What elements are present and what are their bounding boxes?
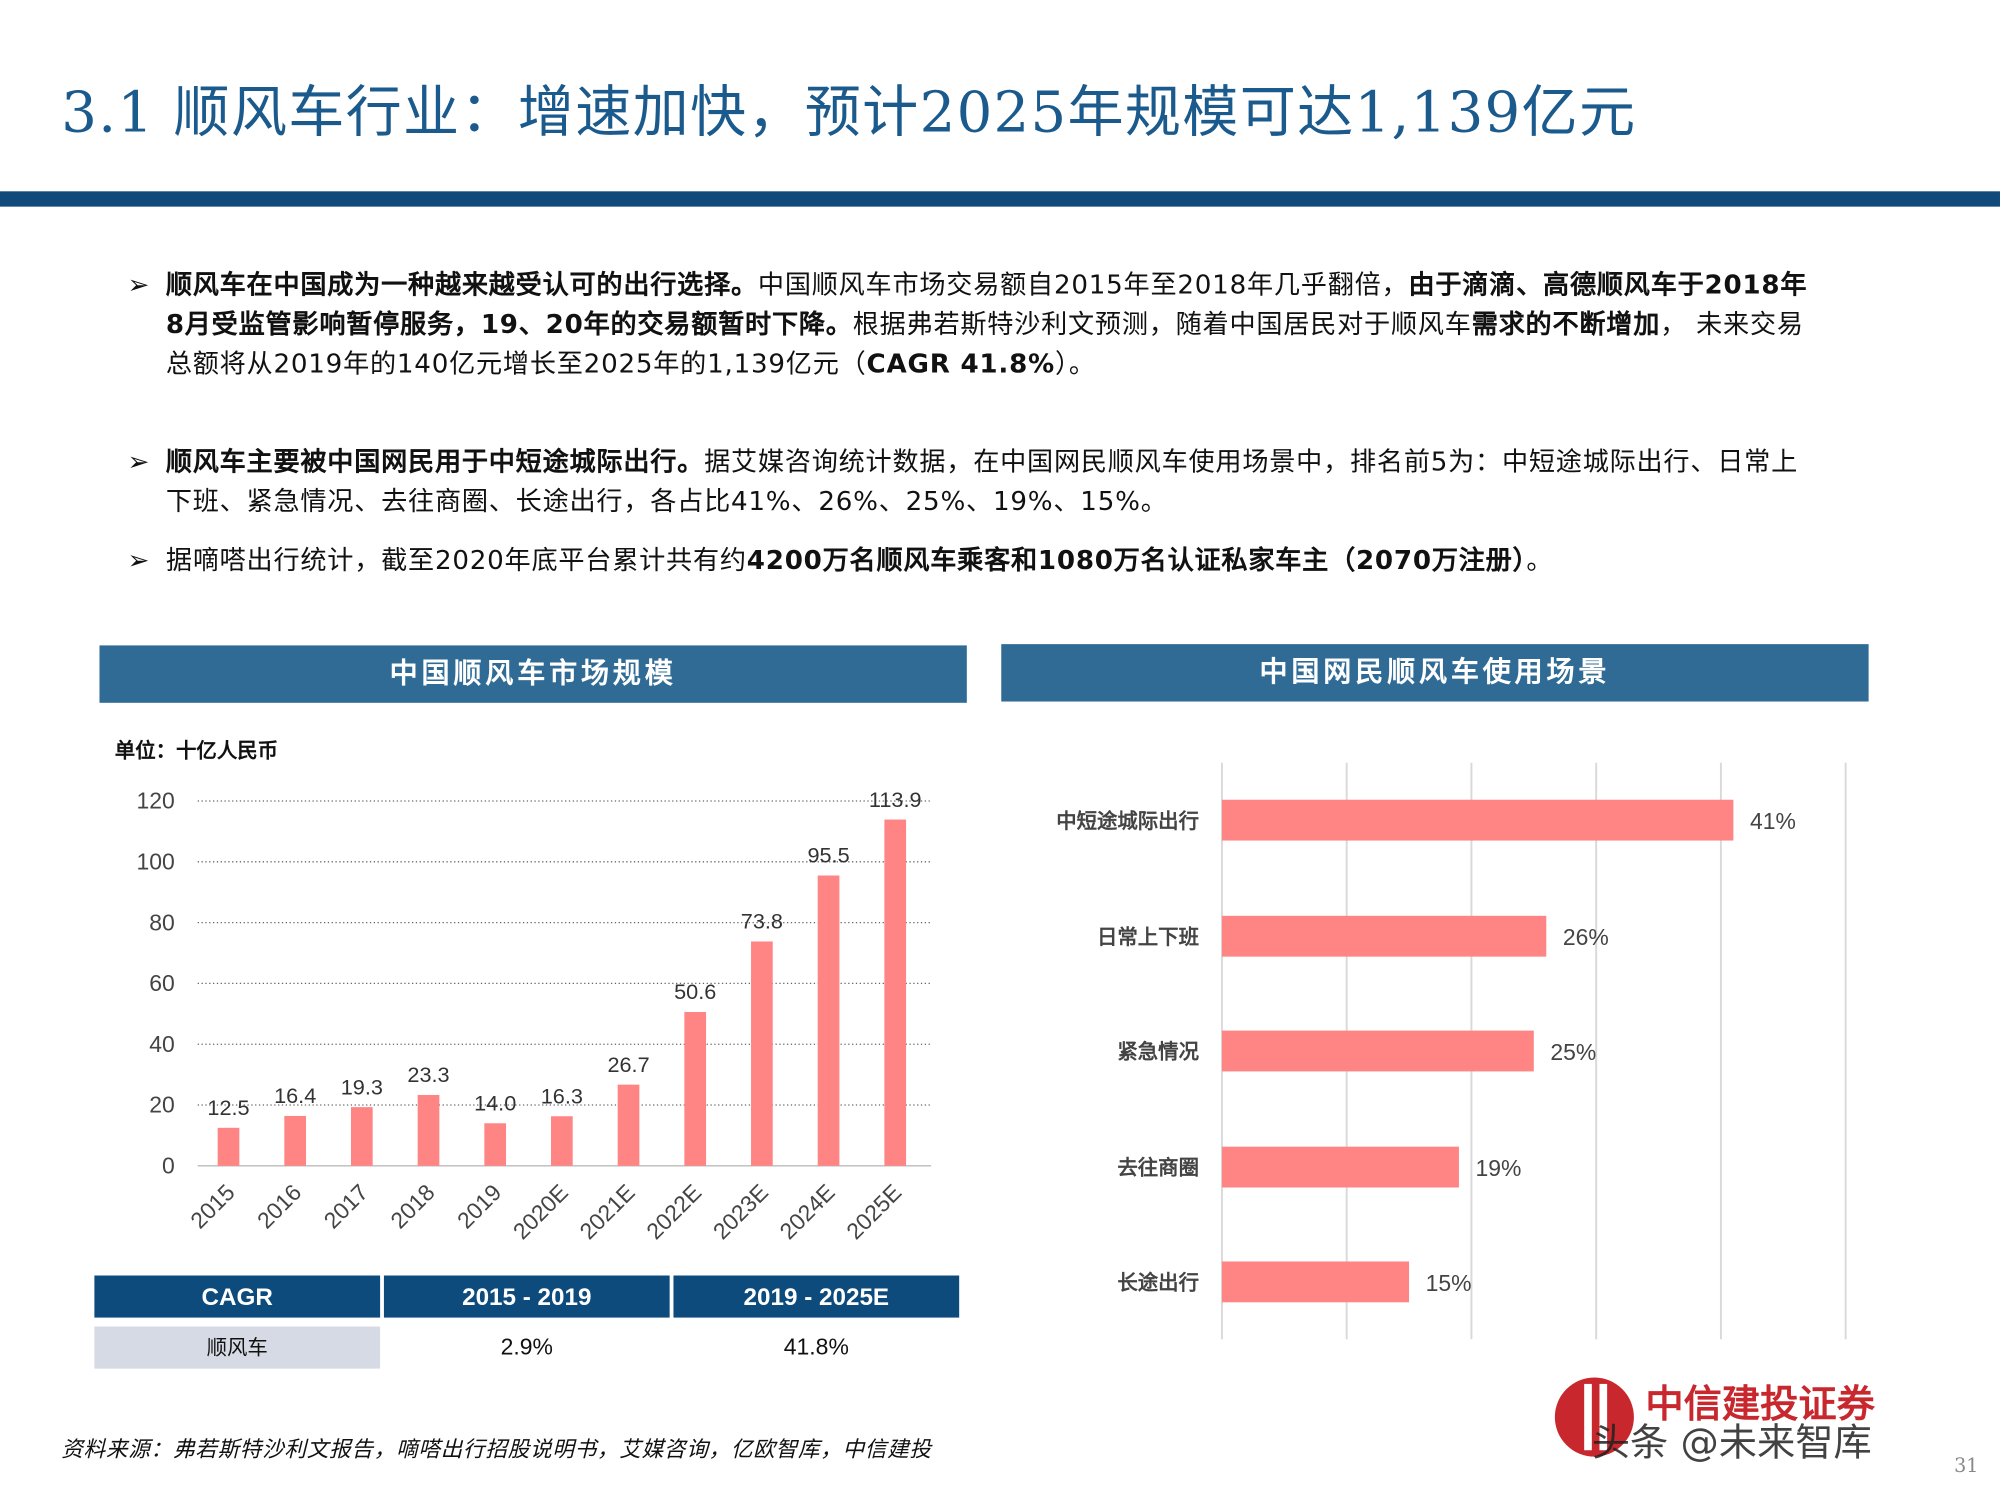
x-tick-label: 2020E xyxy=(508,1179,573,1244)
category-label: 去往商圈 xyxy=(1117,1156,1199,1180)
data-label: 23.3 xyxy=(407,1062,449,1087)
data-label: 12.5 xyxy=(207,1095,249,1120)
usage-scenario-header: 中国网民顺风车使用场景 xyxy=(1001,644,1869,702)
bullet-text: 顺风车在中国成为一种越来越受认可的出行选择。中国顺风车市场交易额自2015年至2… xyxy=(166,265,1811,384)
bar-2025E xyxy=(884,819,907,1166)
bar-长途出行 xyxy=(1221,1261,1410,1303)
page-title: 3.1 顺风车行业：增速加快，预计2025年规模可达1,139亿元 xyxy=(61,80,1637,146)
x-tick-label: 2017 xyxy=(319,1179,373,1233)
bullet-segment: 由于滴滴、高德顺风车于2018年8月受监管影响暂停服务，19、20年的交易额暂时… xyxy=(165,269,1808,340)
y-tick-label: 120 xyxy=(136,788,174,814)
bullet-text: 顺风车主要被中国网民用于中短途城际出行。据艾媒咨询统计数据，在中国网民顺风车使用… xyxy=(166,443,1811,522)
company-logo: 中信建投证券 头条 @未来智库 xyxy=(1554,1371,1975,1472)
cagr-value-2015-2019: 2.9% xyxy=(500,1334,553,1360)
y-tick-label: 60 xyxy=(149,970,175,996)
data-label: 95.5 xyxy=(807,843,849,868)
bar-2020E xyxy=(551,1116,573,1166)
category-label: 紧急情况 xyxy=(1117,1040,1199,1064)
bullet-segment: CAGR 41.8% xyxy=(866,348,1056,379)
data-label: 15% xyxy=(1426,1270,1472,1296)
y-tick-label: 80 xyxy=(149,909,175,935)
bar-2019 xyxy=(484,1123,507,1166)
y-tick-label: 40 xyxy=(149,1031,175,1057)
y-tick-label: 0 xyxy=(162,1152,175,1178)
bullet-segment: ）。 xyxy=(1055,348,1096,379)
arrowhead-right-icon: ➢ xyxy=(127,446,151,478)
x-tick-label: 2021E xyxy=(574,1179,639,1244)
bar-2024E xyxy=(817,875,840,1166)
bullet-segment: 根据弗若斯特沙利文预测，随着中国居民对于顺风车 xyxy=(852,308,1472,340)
x-tick-label: 2015 xyxy=(185,1179,239,1233)
page-number: 31 xyxy=(1954,1454,1979,1478)
svg-text:中信建投证券: 中信建投证券 xyxy=(1645,1382,1875,1427)
bullet-segment: ， 未来交易总额将从2019年的140亿元增长至2025年的1,139亿元（ xyxy=(165,308,1804,379)
category-label: 长途出行 xyxy=(1117,1271,1199,1295)
bar-2022E xyxy=(684,1011,707,1166)
bar-2023E xyxy=(751,941,773,1166)
cagr-value-2019-2025: 41.8% xyxy=(783,1334,849,1360)
data-label: 19% xyxy=(1476,1155,1522,1181)
bullet-segment: 据嘀嗒出行统计，截至2020年底平台累计共有约 xyxy=(165,544,747,576)
data-label: 26.7 xyxy=(607,1052,649,1077)
bullet-1: ➢ 顺风车在中国成为一种越来越受认可的出行选择。中国顺风车市场交易额自2015年… xyxy=(128,265,1812,384)
bullet-segment: 需求的不断增加 xyxy=(1471,308,1661,340)
market-size-chart: 02040608010012012.5201516.4201619.320172… xyxy=(136,787,932,1244)
bullet-segment: 顺风车在中国成为一种越来越受认可的出行选择。 xyxy=(165,269,758,300)
x-tick-label: 2018 xyxy=(385,1179,439,1233)
arrowhead-right-icon: ➢ xyxy=(127,544,151,576)
bullet-segment: 中国顺风车市场交易额自2015年至2018年几乎翻倍， xyxy=(757,269,1409,300)
source-note: 资料来源：弗若斯特沙利文报告，嘀嗒出行招股说明书，艾媒咨询，亿欧智库，中信建投 xyxy=(61,1437,932,1463)
bar-中短途城际出行 xyxy=(1221,799,1734,841)
bar-2016 xyxy=(284,1115,307,1166)
usage-scenario-chart: 41% 中短途城际出行 26% 日常上下班 25% 紧急情况 19% 去往商圈 15% 长途出行 xyxy=(1056,762,1847,1340)
x-tick-label: 2025E xyxy=(841,1179,906,1244)
title-divider xyxy=(0,191,2000,207)
x-tick-label: 2023E xyxy=(708,1179,773,1244)
bar-去往商圈 xyxy=(1221,1146,1459,1188)
market-size-header: 中国顺风车市场规模 xyxy=(99,645,967,703)
category-label: 中短途城际出行 xyxy=(1056,809,1199,833)
cagr-row-label: 顺风车 xyxy=(94,1326,381,1369)
data-label: 26% xyxy=(1563,924,1609,950)
bullet-segment: 。 xyxy=(1526,544,1554,576)
x-tick-label: 2016 xyxy=(252,1179,306,1233)
cagr-header-2015-2019: 2015 - 2019 xyxy=(383,1275,670,1318)
data-label: 14.0 xyxy=(474,1090,516,1115)
data-label: 16.4 xyxy=(274,1083,316,1108)
unit-label: 单位：十亿人民币 xyxy=(114,738,279,763)
bar-日常上下班 xyxy=(1221,915,1547,957)
cagr-header: CAGR xyxy=(94,1275,381,1318)
data-label: 113.9 xyxy=(869,787,922,812)
category-label: 日常上下班 xyxy=(1097,925,1199,949)
data-label: 25% xyxy=(1550,1039,1596,1065)
data-label: 41% xyxy=(1750,808,1796,834)
bullet-segment: 据艾媒咨询统计数据，在中国网民顺风车使用场景中，排名前5为：中短途城际出行、日常… xyxy=(165,446,1798,517)
bullet-text: 据嘀嗒出行统计，截至2020年底平台累计共有约4200万名顺风车乘客和1080万… xyxy=(166,541,1811,581)
arrowhead-right-icon: ➢ xyxy=(127,269,151,300)
svg-text:头条 @未来智库: 头条 @未来智库 xyxy=(1592,1420,1872,1465)
y-tick-label: 20 xyxy=(149,1092,175,1118)
bar-2015 xyxy=(217,1127,240,1166)
x-tick-label: 2024E xyxy=(774,1179,839,1244)
bullet-3: ➢ 据嘀嗒出行统计，截至2020年底平台累计共有约4200万名顺风车乘客和108… xyxy=(128,541,1812,581)
data-label: 50.6 xyxy=(674,979,716,1004)
cagr-header-2019-2025: 2019 - 2025E xyxy=(673,1275,960,1318)
y-tick-label: 100 xyxy=(136,848,174,874)
bar-2021E xyxy=(617,1084,640,1166)
x-tick-label: 2022E xyxy=(641,1179,706,1244)
bullet-2: ➢ 顺风车主要被中国网民用于中短途城际出行。据艾媒咨询统计数据，在中国网民顺风车… xyxy=(128,443,1812,522)
data-label: 16.3 xyxy=(541,1084,583,1109)
bullet-segment: 4200万名顺风车乘客和1080万名认证私家车主（2070万注册） xyxy=(746,544,1527,576)
data-label: 73.8 xyxy=(741,909,783,934)
bullet-segment: 顺风车主要被中国网民用于中短途城际出行。 xyxy=(165,446,705,478)
bar-2017 xyxy=(350,1107,373,1166)
data-label: 19.3 xyxy=(341,1074,383,1099)
bar-紧急情况 xyxy=(1221,1030,1534,1072)
x-tick-label: 2019 xyxy=(452,1179,506,1233)
bar-2018 xyxy=(417,1094,440,1166)
